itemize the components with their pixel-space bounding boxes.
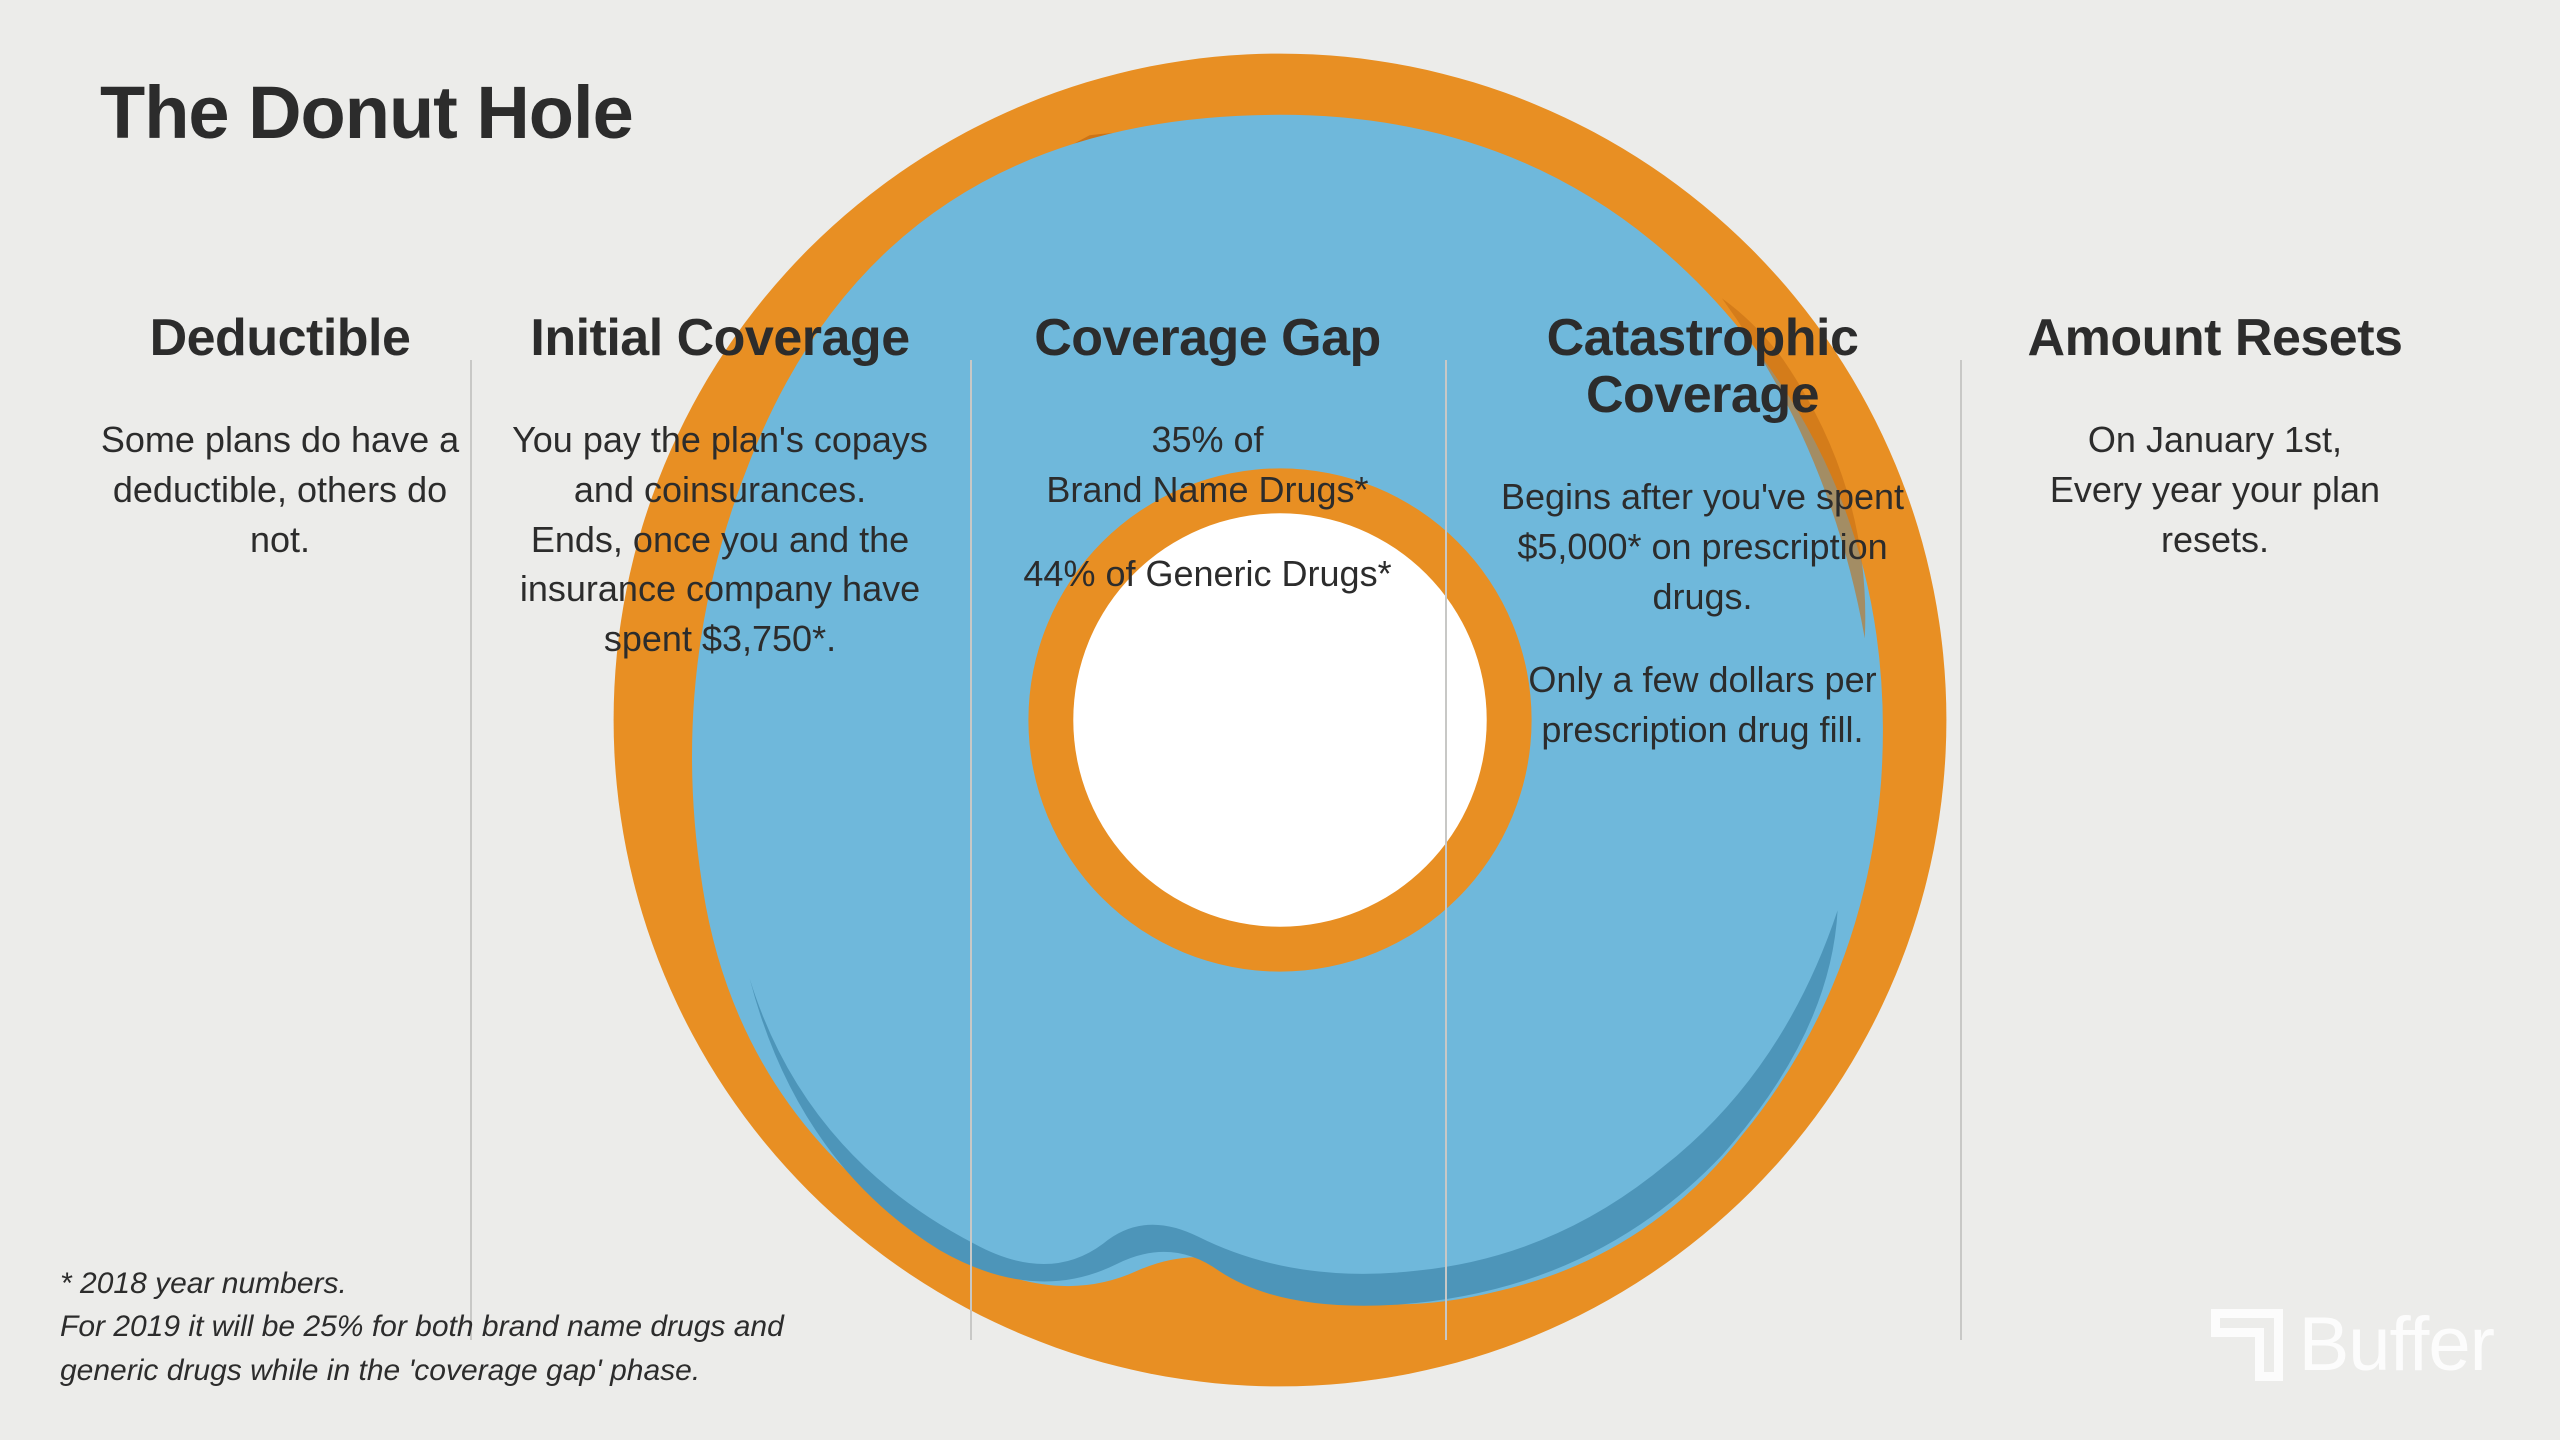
col-resets: Amount Resets On January 1st,Every year … <box>1960 180 2470 564</box>
brand-watermark: Buffer <box>2211 1301 2494 1388</box>
col-heading: Amount Resets <box>2010 310 2420 367</box>
page-title: The Donut Hole <box>100 70 633 155</box>
col-heading: Catastrophic Coverage <box>1485 310 1920 424</box>
col-heading: Coverage Gap <box>1020 310 1395 367</box>
col-initial: Initial Coverage You pay the plan's copa… <box>470 180 970 664</box>
col-heading: Deductible <box>90 310 470 367</box>
col-text: 44% of Generic Drugs* <box>1020 549 1395 599</box>
col-text: Begins after you've spent $5,000* on pre… <box>1485 472 1920 621</box>
col-text: 35% ofBrand Name Drugs* <box>1020 415 1395 514</box>
footnote: * 2018 year numbers.For 2019 it will be … <box>60 1262 880 1393</box>
col-text: On January 1st,Every year your plan rese… <box>2010 415 2420 564</box>
col-text: Some plans do have a deductible, others … <box>90 415 470 564</box>
col-text: You pay the plan's copays and coinsuranc… <box>500 415 940 663</box>
columns-layer: Deductible Some plans do have a deductib… <box>0 180 2560 1180</box>
buffer-icon <box>2211 1309 2283 1381</box>
col-deductible: Deductible Some plans do have a deductib… <box>90 180 470 564</box>
col-gap: Coverage Gap 35% ofBrand Name Drugs* 44%… <box>970 180 1445 598</box>
col-catastrophic: Catastrophic Coverage Begins after you'v… <box>1445 180 1960 755</box>
col-heading: Initial Coverage <box>500 310 940 367</box>
brand-text: Buffer <box>2299 1301 2494 1388</box>
col-text: Only a few dollars per prescription drug… <box>1485 655 1920 754</box>
